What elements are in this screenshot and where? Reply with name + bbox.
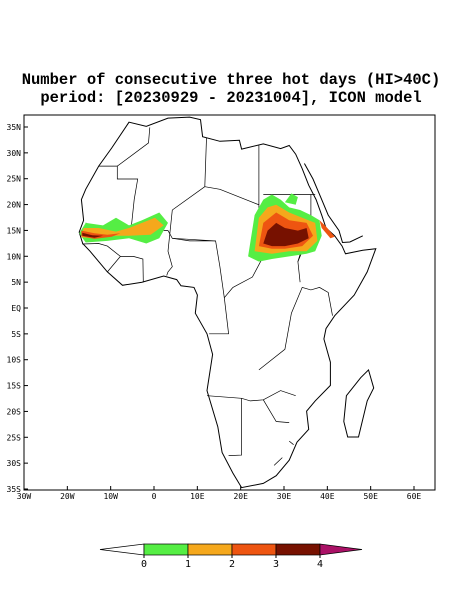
hot-day-patch bbox=[81, 217, 164, 239]
lat-label: 5S bbox=[11, 330, 21, 339]
lat-label: 25S bbox=[7, 433, 22, 442]
lon-label: 0 bbox=[152, 492, 157, 501]
border bbox=[117, 127, 151, 167]
border bbox=[228, 398, 242, 456]
lon-label: 10W bbox=[103, 492, 118, 501]
lat-label: EQ bbox=[11, 304, 21, 313]
lat-label: 15N bbox=[7, 226, 22, 235]
hot-day-patch bbox=[82, 232, 103, 238]
lat-label: 30S bbox=[7, 459, 22, 468]
title-line: Number of consecutive three hot days (HI… bbox=[22, 71, 441, 89]
hot-day-patch bbox=[319, 220, 335, 239]
lon-label: 30W bbox=[17, 492, 32, 501]
border bbox=[166, 209, 173, 276]
border bbox=[206, 390, 296, 402]
colorbar-box bbox=[231, 543, 277, 556]
lon-label: 10E bbox=[190, 492, 205, 501]
lat-label: 10S bbox=[7, 356, 22, 365]
border bbox=[107, 256, 144, 283]
border bbox=[172, 237, 216, 242]
colorbar-box bbox=[143, 543, 189, 556]
border bbox=[262, 399, 290, 423]
hot-day-patch bbox=[284, 193, 298, 205]
border bbox=[288, 440, 294, 445]
colorbar-tick-label: 2 bbox=[229, 559, 235, 570]
border bbox=[82, 243, 121, 257]
colorbar: 0 1 2 3 4 bbox=[99, 543, 363, 570]
colorbar-box bbox=[275, 543, 321, 556]
colorbar-extend-high bbox=[319, 543, 363, 556]
lon-label: 60E bbox=[407, 492, 422, 501]
lat-label: 10N bbox=[7, 252, 22, 261]
lat-label: 5N bbox=[11, 278, 21, 287]
lon-label: 40E bbox=[320, 492, 335, 501]
coastline bbox=[78, 116, 377, 489]
colorbar-box bbox=[187, 543, 233, 556]
border bbox=[172, 137, 207, 211]
border bbox=[209, 297, 229, 335]
hot-day-patch bbox=[263, 222, 309, 247]
lat-label: 30N bbox=[7, 149, 22, 158]
lat-label: 20S bbox=[7, 407, 22, 416]
lon-label: 20E bbox=[233, 492, 248, 501]
border bbox=[204, 186, 264, 288]
title-line: period: [20230929 - 20231004], ICON mode… bbox=[40, 89, 421, 107]
lat-label: 15S bbox=[7, 382, 22, 391]
colorbar-extend-low bbox=[99, 543, 145, 556]
coastline bbox=[343, 368, 375, 438]
border bbox=[273, 457, 283, 466]
coastline bbox=[303, 163, 364, 244]
lat-label: 35N bbox=[7, 123, 22, 132]
colorbar-tick-label: 1 bbox=[185, 559, 191, 570]
lon-label: 30E bbox=[277, 492, 292, 501]
lon-label: 50E bbox=[363, 492, 378, 501]
colorbar-tick-label: 0 bbox=[141, 559, 147, 570]
lat-label: 25N bbox=[7, 175, 22, 184]
lat-label: 35S bbox=[7, 485, 22, 494]
map-area bbox=[78, 116, 377, 489]
map-frame bbox=[23, 114, 436, 491]
colorbar-tick-label: 4 bbox=[317, 559, 323, 570]
colorbar-tick-label: 3 bbox=[273, 559, 279, 570]
lon-label: 20W bbox=[60, 492, 75, 501]
lat-label: 20N bbox=[7, 201, 22, 210]
border bbox=[258, 286, 333, 371]
